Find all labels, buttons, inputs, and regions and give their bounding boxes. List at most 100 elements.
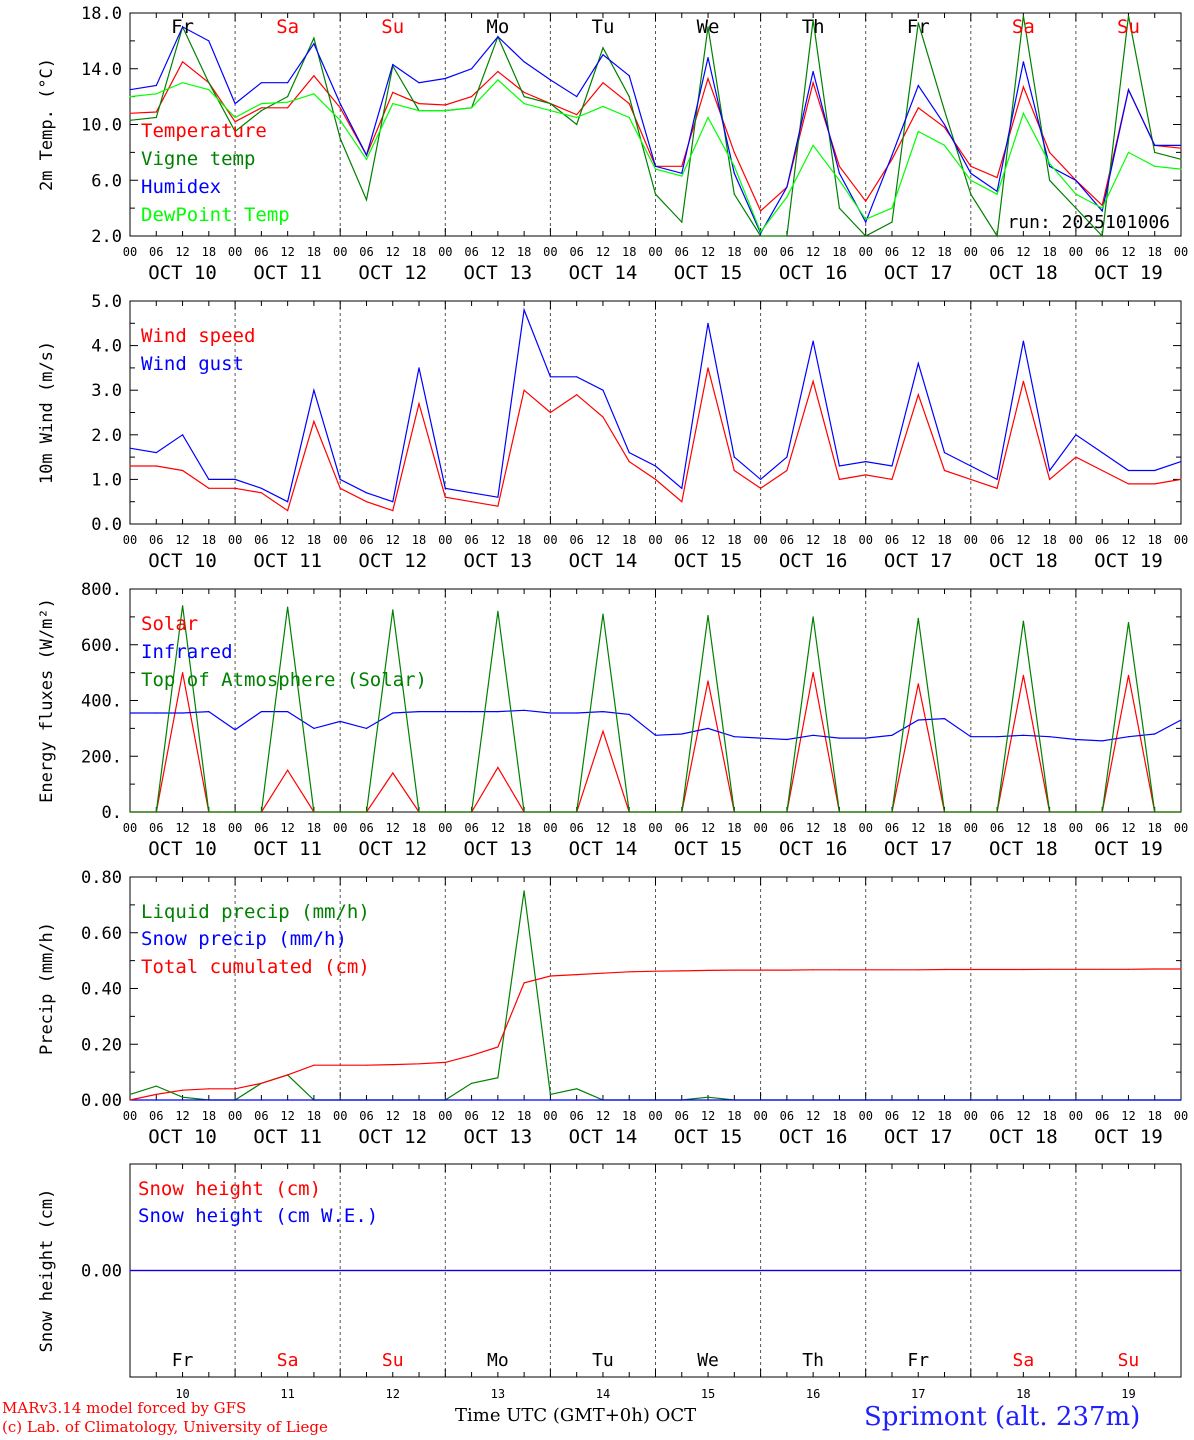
- data-point: [602, 1099, 604, 1101]
- hour-tick-label: 12: [596, 1109, 610, 1123]
- hour-tick-label: 12: [386, 821, 400, 835]
- data-point: [1180, 811, 1182, 813]
- hour-tick-label: 06: [1095, 821, 1109, 835]
- data-point: [1049, 179, 1051, 181]
- data-point: [707, 1096, 709, 1098]
- hour-tick-label: 06: [149, 821, 163, 835]
- data-point: [392, 609, 394, 611]
- hour-tick-label: 12: [911, 1109, 925, 1123]
- day-number-label: 10: [175, 1387, 189, 1401]
- data-point: [260, 492, 262, 494]
- series-line-2: [130, 709, 1182, 742]
- hour-tick-label: 00: [753, 1109, 767, 1123]
- data-point: [155, 1099, 157, 1101]
- data-point: [602, 47, 604, 49]
- data-point: [628, 116, 630, 119]
- weekday-label: We: [697, 1350, 719, 1371]
- hour-tick-label: 00: [438, 533, 452, 547]
- data-point: [471, 492, 473, 494]
- weekday-label: Fr: [172, 1350, 194, 1371]
- data-point: [760, 235, 762, 237]
- data-point: [365, 199, 368, 201]
- legend-entry: Snow height (cm): [138, 1178, 321, 1200]
- hour-tick-label: 12: [280, 533, 294, 547]
- data-point: [234, 478, 236, 480]
- data-point: [339, 119, 341, 121]
- data-point: [628, 811, 630, 813]
- data-point: [760, 811, 762, 813]
- data-point: [365, 158, 368, 160]
- data-point: [970, 811, 972, 813]
- data-point: [313, 37, 315, 39]
- hour-tick-label: 06: [359, 821, 373, 835]
- hour-tick-label: 18: [307, 533, 321, 547]
- data-point: [523, 91, 525, 93]
- data-point: [497, 1046, 499, 1048]
- data-point: [287, 501, 289, 503]
- panel-3: 800. 600. 400. 200. 0. Energy fluxes (W/m²) So…: [37, 580, 1188, 860]
- data-point: [471, 96, 473, 98]
- hour-tick-label: 00: [543, 533, 557, 547]
- data-point: [182, 61, 184, 63]
- data-point: [891, 1099, 893, 1101]
- hour-tick-label: 12: [596, 245, 610, 259]
- hour-tick-label: 18: [412, 245, 426, 259]
- hour-tick-label: 06: [149, 533, 163, 547]
- data-point: [654, 168, 657, 170]
- data-point: [1075, 434, 1077, 436]
- day-label: OCT 13: [464, 550, 533, 572]
- data-point: [838, 165, 841, 167]
- hour-tick-label: 06: [1095, 245, 1109, 259]
- data-point: [760, 478, 762, 480]
- data-point: [943, 126, 946, 128]
- data-point: [313, 75, 315, 77]
- data-point: [970, 478, 972, 480]
- data-point: [260, 711, 262, 713]
- hour-tick-label: 00: [1069, 821, 1083, 835]
- hour-tick-label: 00: [228, 245, 242, 259]
- data-point: [812, 616, 814, 618]
- data-point: [129, 712, 131, 714]
- hour-tick-label: 00: [1174, 821, 1188, 835]
- data-point: [444, 1061, 446, 1063]
- y-tick-label: 1.0: [91, 470, 122, 490]
- hour-tick-label: 12: [1121, 1109, 1135, 1123]
- hour-tick-label: 18: [727, 1109, 741, 1123]
- data-point: [786, 456, 788, 458]
- data-point: [339, 1099, 341, 1101]
- data-point: [260, 82, 262, 84]
- data-point: [155, 465, 157, 467]
- data-point: [1049, 1099, 1051, 1101]
- data-point: [260, 1082, 262, 1084]
- y-tick-label: 0.0: [91, 515, 122, 535]
- data-point: [523, 309, 525, 311]
- data-point: [182, 605, 184, 607]
- hour-tick-label: 00: [1069, 533, 1083, 547]
- weekday-label: Sa: [277, 1350, 299, 1371]
- data-point: [1180, 968, 1182, 970]
- data-point: [576, 114, 578, 116]
- data-point: [707, 26, 709, 28]
- data-point: [970, 736, 972, 738]
- data-point: [1075, 179, 1077, 181]
- panel-5: 0.00 Snow height (cm) Snow height (cm) Snow…: [37, 1163, 1182, 1401]
- data-point: [1049, 478, 1051, 480]
- weekday-label: Mo: [487, 1350, 509, 1371]
- hour-tick-label: 18: [1042, 533, 1056, 547]
- legend-entry: Top of Atmosphere (Solar): [141, 669, 427, 691]
- day-label: OCT 14: [569, 550, 638, 572]
- data-point: [339, 103, 341, 105]
- hour-tick-label: 18: [1147, 245, 1161, 259]
- day-label: OCT 15: [674, 1126, 743, 1148]
- data-point: [602, 730, 604, 732]
- data-point: [917, 969, 919, 971]
- y-tick-label: 0.: [102, 803, 122, 823]
- hour-tick-label: 12: [280, 245, 294, 259]
- data-point: [1127, 15, 1130, 17]
- legend-entry: Infrared: [141, 641, 233, 663]
- data-point: [1049, 162, 1051, 165]
- hour-tick-label: 18: [622, 821, 636, 835]
- data-point: [917, 683, 919, 685]
- hour-tick-label: 06: [675, 1109, 689, 1123]
- hour-tick-label: 18: [727, 821, 741, 835]
